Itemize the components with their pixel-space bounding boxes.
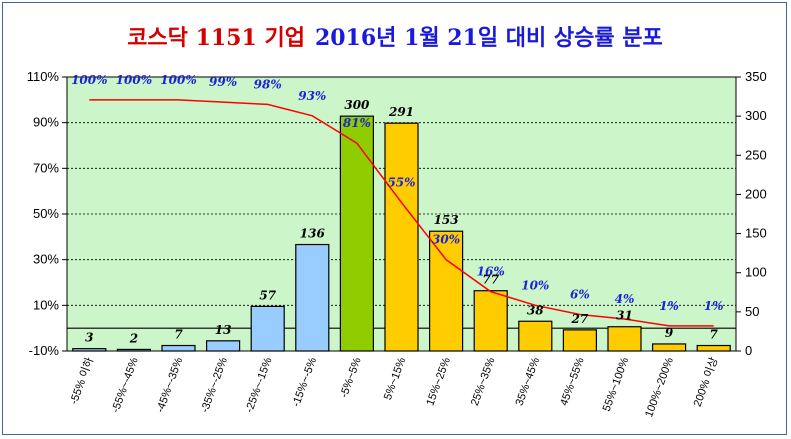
chart-title-part2: 2016년 1월 21일 대비 상승률 분포 bbox=[315, 25, 663, 51]
left-axis-tick-label: 50% bbox=[33, 206, 59, 221]
right-axis-tick-label: 0 bbox=[745, 343, 752, 358]
bar-value-label: 291 bbox=[388, 105, 414, 119]
bar bbox=[72, 348, 107, 352]
category-label: -55%~-45% bbox=[110, 356, 141, 415]
right-axis-tick-label: 350 bbox=[745, 69, 767, 84]
right-axis-tick-label: 100 bbox=[745, 265, 767, 280]
bar bbox=[205, 340, 241, 352]
bar bbox=[651, 343, 687, 352]
line-percent-label: 100% bbox=[116, 73, 152, 87]
line-percent-label: 1% bbox=[659, 299, 679, 313]
bar bbox=[607, 326, 642, 352]
line-percent-label: 30% bbox=[432, 233, 460, 247]
left-axis-tick-label: 90% bbox=[33, 115, 59, 130]
chart-title: 코스닥 1151 기업 2016년 1월 21일 대비 상승률 분포 bbox=[127, 25, 663, 51]
bar-value-label: 9 bbox=[665, 326, 674, 340]
category-label: 100%~200% bbox=[643, 356, 676, 419]
category-label: 5%~15% bbox=[382, 356, 409, 402]
category-label: 25%~35% bbox=[469, 356, 498, 408]
category-label: 55%~100% bbox=[601, 356, 632, 413]
left-axis-tick-label: 30% bbox=[33, 252, 59, 267]
category-label: 45%~55% bbox=[558, 356, 587, 408]
chart-frame: 코스닥 1151 기업 2016년 1월 21일 대비 상승률 분포 -10% 10… bbox=[2, 2, 787, 435]
bar bbox=[562, 329, 598, 352]
bar-value-label: 13 bbox=[215, 323, 232, 337]
line-percent-label: 1% bbox=[704, 299, 724, 313]
bar bbox=[250, 305, 285, 352]
line-percent-label: 4% bbox=[615, 292, 635, 306]
bar bbox=[428, 230, 464, 352]
line-percent-label: 10% bbox=[521, 278, 549, 292]
bar bbox=[518, 320, 553, 352]
bar-value-label: 136 bbox=[300, 227, 326, 241]
left-axis-tick-label: 70% bbox=[33, 160, 59, 175]
left-axis-tick-label: 10% bbox=[33, 297, 59, 312]
line-percent-label: 55% bbox=[387, 176, 415, 190]
right-axis-tick-label: 150 bbox=[745, 226, 767, 241]
category-label: 15%~25% bbox=[424, 356, 453, 408]
bar bbox=[295, 243, 330, 352]
bar-value-label: 57 bbox=[259, 288, 276, 302]
bar-value-label: 27 bbox=[571, 312, 589, 326]
right-axis-tick-label: 50 bbox=[745, 304, 759, 319]
category-label: -35%~-25% bbox=[199, 356, 230, 415]
bar-value-label: 7 bbox=[710, 328, 719, 342]
cumulative-line bbox=[89, 99, 714, 327]
left-axis-tick-label: -10% bbox=[29, 343, 60, 358]
line-percent-label: 100% bbox=[160, 73, 196, 87]
bar bbox=[696, 344, 731, 352]
bar-value-label: 2 bbox=[129, 331, 138, 345]
bar-value-label: 153 bbox=[434, 213, 459, 227]
line-percent-label: 16% bbox=[477, 265, 505, 279]
line-percent-label: 93% bbox=[298, 89, 326, 103]
bar bbox=[161, 344, 196, 352]
bar-value-label: 31 bbox=[616, 309, 633, 323]
category-label: 35%~45% bbox=[514, 356, 543, 408]
line-percent-label: 99% bbox=[209, 75, 237, 89]
category-label: -15%~-5% bbox=[290, 356, 319, 409]
line-percent-label: 81% bbox=[343, 116, 371, 130]
category-label: 200% 이상 bbox=[691, 356, 721, 409]
chart-canvas: 코스닥 1151 기업 2016년 1월 21일 대비 상승률 분포 -10% 10… bbox=[27, 25, 767, 419]
bar-value-label: 77 bbox=[482, 273, 499, 287]
bar bbox=[116, 348, 152, 352]
bar-value-label: 38 bbox=[527, 303, 544, 317]
category-label: -55% 이하 bbox=[66, 355, 96, 406]
bar-value-label: 300 bbox=[344, 98, 370, 112]
bar-value-label: 7 bbox=[174, 328, 183, 342]
bar bbox=[473, 290, 508, 352]
right-axis-tick-label: 250 bbox=[745, 147, 767, 162]
line-percent-label: 6% bbox=[570, 287, 590, 301]
left-axis-tick-label: 110% bbox=[27, 69, 60, 84]
bar bbox=[339, 115, 375, 352]
bar-value-label: 3 bbox=[85, 331, 93, 345]
bar bbox=[384, 122, 419, 352]
right-axis-tick-label: 300 bbox=[745, 108, 767, 123]
line-percent-label: 98% bbox=[254, 77, 282, 91]
category-label: -45%~-35% bbox=[154, 356, 185, 415]
line-percent-label: 100% bbox=[71, 73, 107, 87]
right-axis-tick-label: 200 bbox=[745, 186, 767, 201]
chart-title-part1: 코스닥 1151 기업 bbox=[127, 25, 305, 51]
category-label: -5%~5% bbox=[338, 356, 364, 400]
category-label: -25%~-15% bbox=[243, 356, 274, 415]
